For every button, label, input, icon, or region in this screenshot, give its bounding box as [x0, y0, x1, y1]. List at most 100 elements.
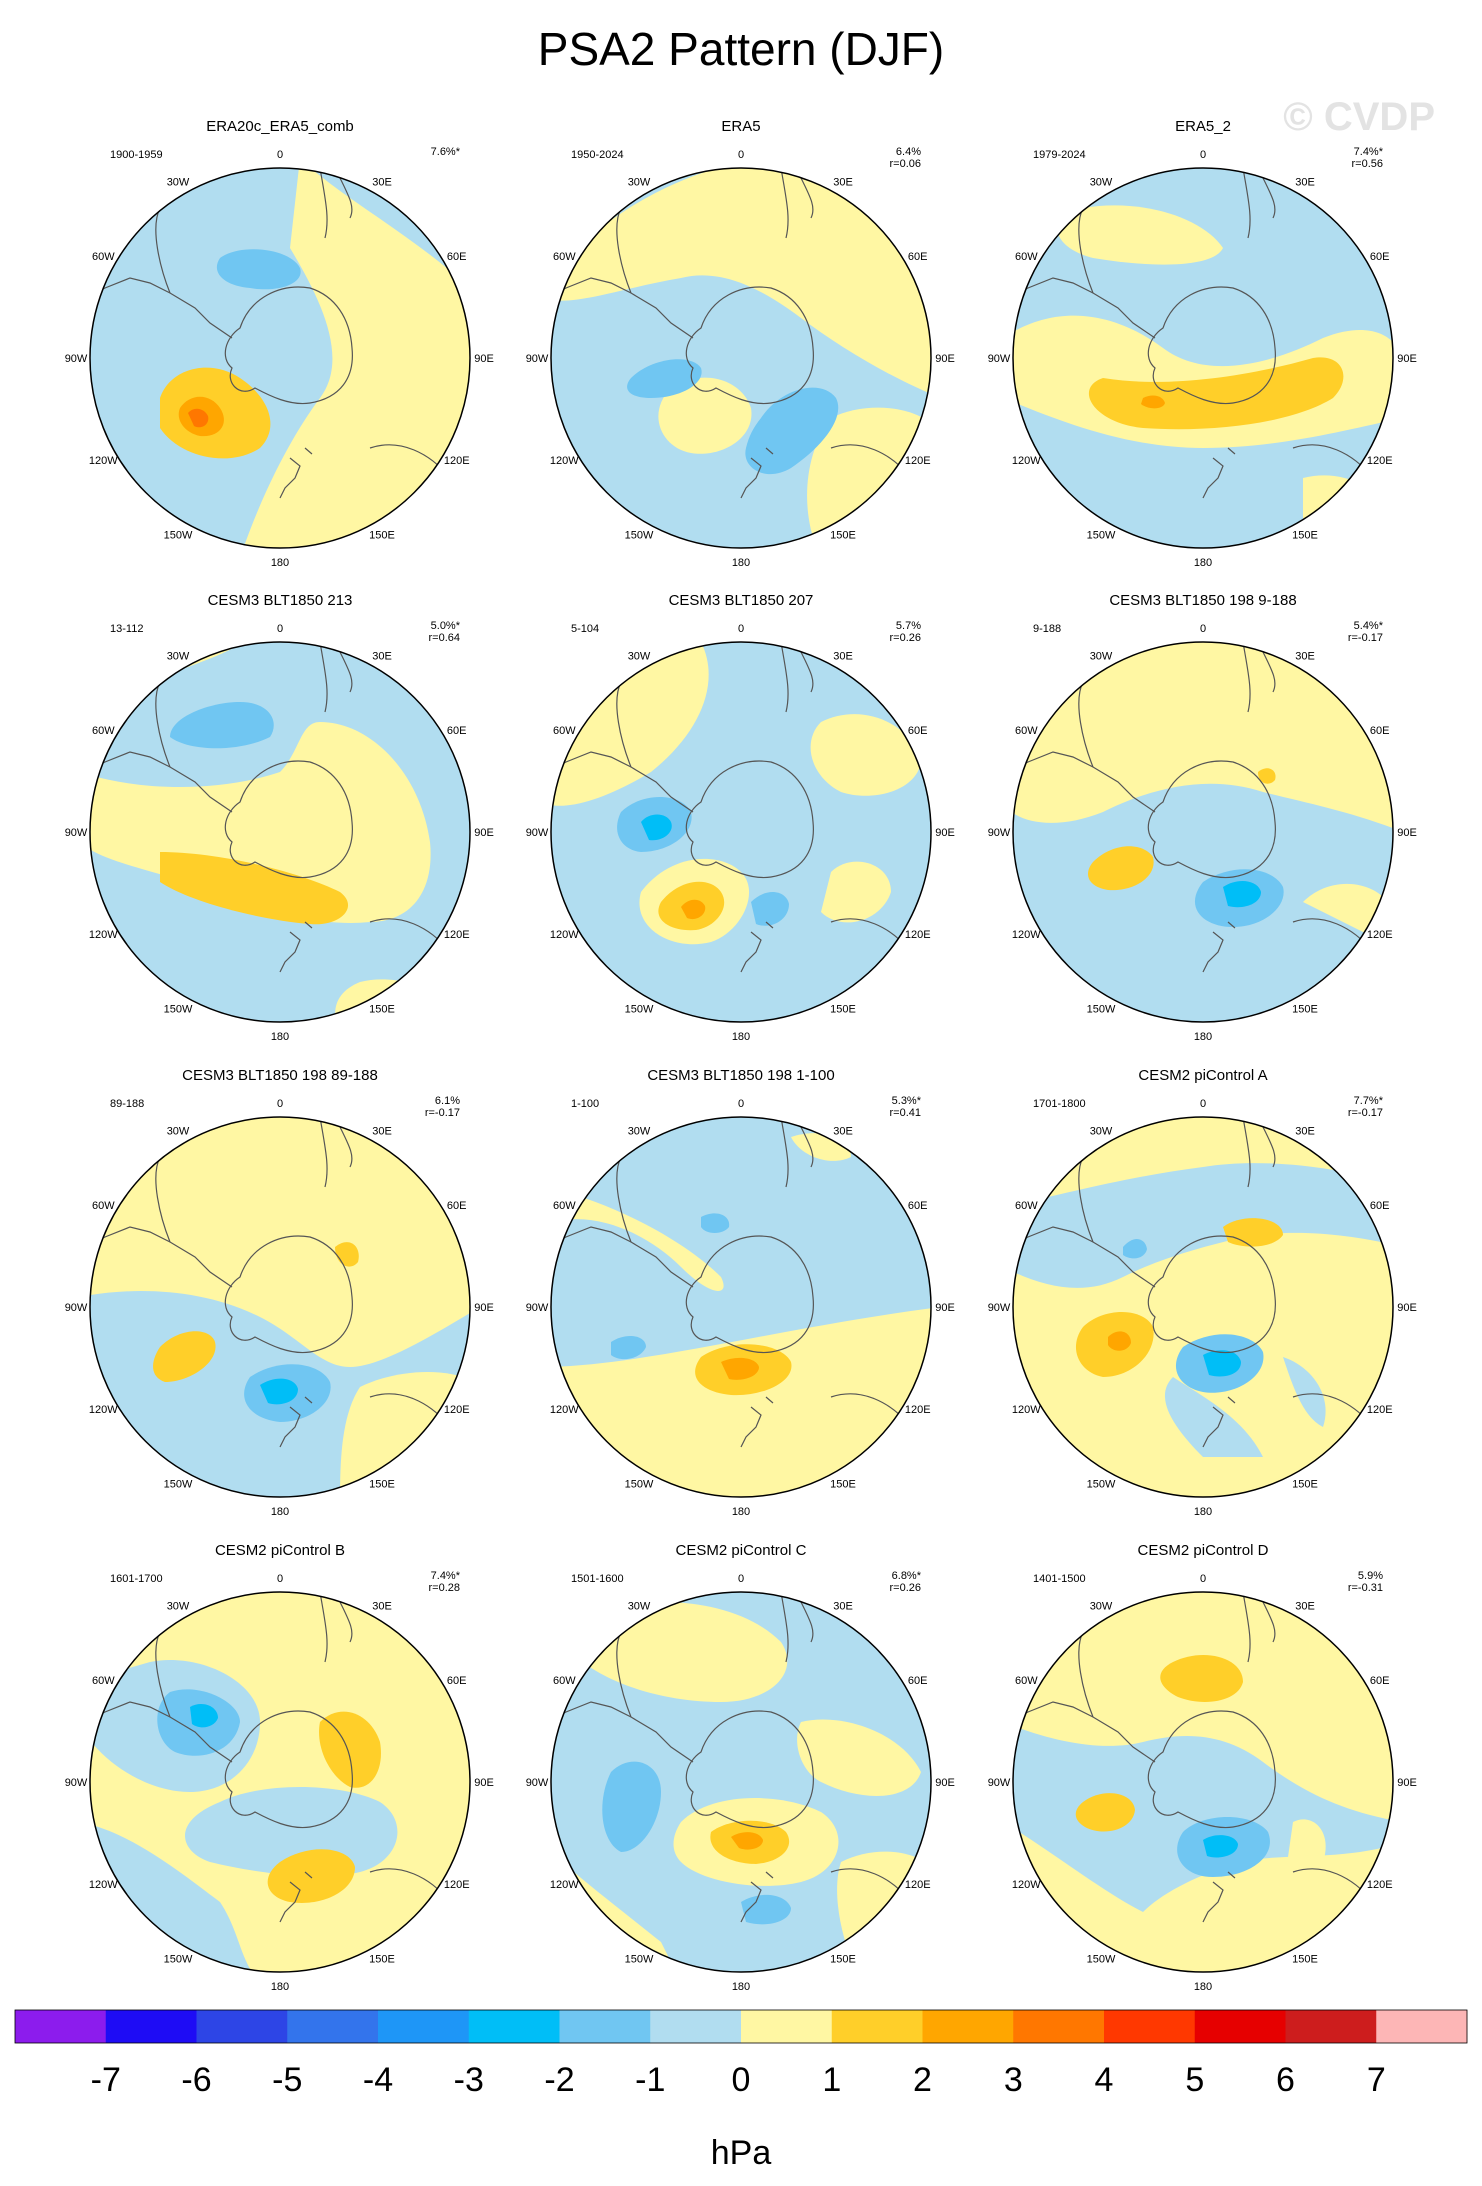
- map-panel: 0 30E 60E 90E 120E 150E 180 150W 120W 90W 60W 30W CE…: [526, 592, 955, 1043]
- longitude-label: 180: [732, 1031, 750, 1043]
- longitude-label: 0: [1200, 1098, 1206, 1110]
- panel-correlation: r=0.64: [429, 632, 461, 644]
- panel-title: ERA20c_ERA5_comb: [206, 118, 354, 135]
- longitude-label: 30E: [372, 650, 392, 662]
- panel-title: ERA5: [721, 118, 760, 135]
- longitude-label: 90W: [526, 1302, 549, 1314]
- panel-percent: 7.6%*: [431, 146, 461, 158]
- longitude-label: 90E: [474, 353, 494, 365]
- longitude-label: 60E: [908, 725, 928, 737]
- map-outline: [550, 641, 932, 1023]
- panel-title: CESM2 piControl B: [215, 1542, 345, 1559]
- map-panel: 0 30E 60E 90E 120E 150E 180 150W 120W 90W 60W 30W CE…: [526, 1542, 955, 1993]
- longitude-label: 120E: [1367, 929, 1393, 941]
- contour-region: [797, 1719, 921, 1796]
- panel-title: CESM2 piControl C: [676, 1542, 807, 1559]
- colorbar-swatch: [105, 2010, 197, 2043]
- longitude-label: 180: [1194, 1031, 1212, 1043]
- colorbar-tick-label: 3: [1004, 2061, 1023, 2099]
- contour-region: [551, 1307, 931, 1497]
- contour-region: [641, 814, 672, 841]
- panel-percent: 5.4%*: [1354, 620, 1384, 632]
- contour-region: [160, 852, 349, 925]
- colorbar-tick-label: 7: [1367, 2061, 1386, 2099]
- longitude-label: 30W: [1090, 1600, 1113, 1612]
- contour-region: [188, 408, 209, 428]
- contour-region: [1013, 642, 1393, 832]
- contour-region: [1223, 1218, 1283, 1247]
- colorbar-tick-label: 2: [913, 2061, 932, 2099]
- longitude-label: 120W: [1012, 1404, 1041, 1416]
- longitude-label: 120W: [1012, 929, 1041, 941]
- longitude-label: 60W: [92, 251, 115, 263]
- longitude-label: 0: [1200, 623, 1206, 635]
- contour-region: [551, 168, 931, 398]
- longitude-label: 30E: [1295, 1125, 1315, 1137]
- longitude-label: 60W: [1015, 251, 1038, 263]
- map-outline: [1012, 1116, 1394, 1498]
- colorbar-swatch: [15, 2010, 107, 2043]
- panel-correlation: r=-0.17: [1348, 1107, 1383, 1119]
- longitude-label: 60W: [553, 725, 576, 737]
- contour-region: [240, 168, 470, 548]
- panel-period: 1900-1959: [110, 149, 163, 161]
- longitude-label: 30W: [628, 1125, 651, 1137]
- longitude-label: 90W: [65, 1302, 88, 1314]
- longitude-label: 60E: [447, 725, 467, 737]
- colorbar-swatch: [196, 2010, 288, 2043]
- longitude-label: 60E: [908, 1675, 928, 1687]
- longitude-label: 180: [732, 557, 750, 569]
- contour-region: [1160, 1654, 1243, 1702]
- longitude-label: 0: [738, 1573, 744, 1585]
- longitude-label: 150E: [1292, 1954, 1318, 1966]
- panel-percent: 6.8%*: [892, 1570, 922, 1582]
- colorbar-tick-label: -3: [454, 2061, 484, 2099]
- contour-fields: [551, 642, 921, 945]
- longitude-label: 30E: [833, 1600, 853, 1612]
- longitude-label: 120W: [550, 455, 579, 467]
- colorbar-tick-label: -7: [91, 2061, 121, 2099]
- contour-fields: [1013, 1592, 1393, 1972]
- contour-region: [1108, 1331, 1131, 1351]
- panel-period: 13-112: [110, 623, 143, 635]
- colorbar-tick-label: -2: [544, 2061, 574, 2099]
- longitude-label: 30E: [1295, 1600, 1315, 1612]
- longitude-label: 120E: [444, 1879, 470, 1891]
- figure-title: PSA2 Pattern (DJF): [538, 23, 944, 75]
- longitude-label: 0: [277, 623, 283, 635]
- contour-region: [90, 1117, 470, 1367]
- map-outline: [89, 641, 471, 1023]
- longitude-label: 120W: [89, 1879, 118, 1891]
- colorbar-swatch: [378, 2010, 470, 2043]
- watermark: © CVDP: [1283, 95, 1435, 139]
- longitude-label: 60W: [553, 1200, 576, 1212]
- longitude-label: 90W: [65, 827, 88, 839]
- longitude-label: 60W: [553, 251, 576, 263]
- longitude-label: 120E: [905, 1879, 931, 1891]
- longitude-label: 30W: [628, 1600, 651, 1612]
- longitude-label: 90E: [935, 1777, 955, 1789]
- colorbar-swatch: [1104, 2010, 1196, 2043]
- contour-region: [267, 1849, 355, 1903]
- panel-correlation: r=0.56: [1352, 158, 1384, 170]
- longitude-label: 120W: [1012, 1879, 1041, 1891]
- longitude-label: 60E: [908, 1200, 928, 1212]
- contour-region: [1123, 1238, 1147, 1259]
- contour-region: [1088, 846, 1154, 891]
- map-outline: [89, 1591, 471, 1973]
- panel-correlation: r=0.28: [429, 1582, 461, 1594]
- longitude-label: 90E: [1397, 1302, 1417, 1314]
- contour-region: [745, 387, 839, 475]
- longitude-label: 150E: [830, 1479, 856, 1491]
- longitude-label: 180: [271, 557, 289, 569]
- longitude-label: 90E: [935, 1302, 955, 1314]
- colorbar-tick-label: 4: [1095, 2061, 1114, 2099]
- map-panel: 0 30E 60E 90E 120E 150E 180 150W 120W 90W 60W 30W ER…: [65, 118, 494, 569]
- contour-region: [551, 1187, 724, 1291]
- panel-percent: 5.7%: [896, 620, 921, 632]
- colorbar-swatch: [1285, 2010, 1377, 2043]
- panel-correlation: r=-0.17: [1348, 632, 1383, 644]
- map-panel: 0 30E 60E 90E 120E 150E 180 150W 120W 90W 60W 30W ER…: [526, 118, 955, 569]
- map-panel: 0 30E 60E 90E 120E 150E 180 150W 120W 90W 60W 30W CE…: [526, 1067, 955, 1518]
